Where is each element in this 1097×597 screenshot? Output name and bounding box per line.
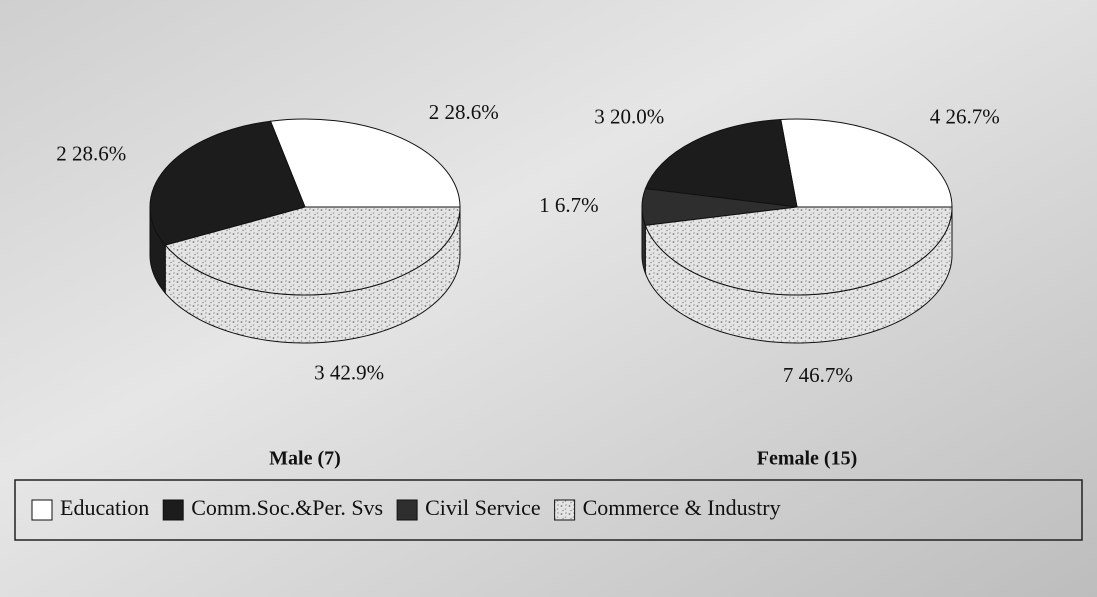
data-label: 7 46.7%	[783, 363, 853, 387]
data-label: 4 26.7%	[930, 105, 1000, 129]
legend-label: Commerce & Industry	[583, 495, 781, 520]
legend-label: Civil Service	[425, 495, 540, 520]
pie-title: Female (15)	[757, 448, 858, 470]
data-label: 3 20.0%	[594, 105, 664, 129]
legend-swatch	[31, 499, 53, 521]
data-label: 2 28.6%	[429, 100, 499, 124]
data-label: 2 28.6%	[56, 141, 126, 165]
legend-box	[14, 479, 1083, 541]
legend-label: Comm.Soc.&Per. Svs	[191, 495, 383, 520]
slice	[644, 118, 798, 208]
pie-title: Male (7)	[269, 448, 341, 470]
data-label: 3 42.9%	[314, 361, 384, 385]
slice	[644, 206, 953, 296]
legend-swatch	[554, 499, 576, 521]
data-label: 1 6.7%	[539, 193, 599, 217]
legend-swatch	[162, 499, 184, 521]
legend-swatch	[396, 499, 418, 521]
slice	[149, 120, 306, 246]
slice	[780, 118, 953, 208]
slice	[164, 206, 461, 296]
legend-label: Education	[60, 495, 149, 520]
slice	[269, 118, 461, 208]
